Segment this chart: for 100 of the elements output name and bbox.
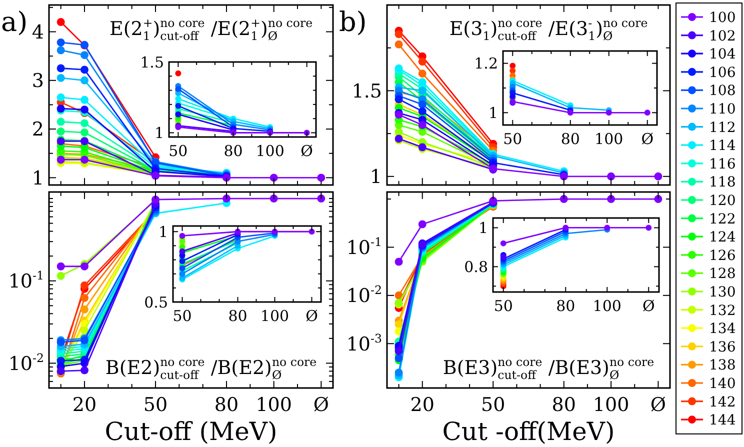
x-tick-label: 100	[592, 394, 630, 416]
point	[560, 195, 568, 204]
point	[394, 258, 403, 266]
legend-label: 108	[709, 83, 736, 100]
legend-label: 128	[709, 266, 736, 282]
text: a)	[1, 7, 28, 38]
point	[607, 172, 616, 180]
y-tick-label: 10$^{-2}$	[346, 283, 382, 308]
y-tick-label: 1	[158, 222, 168, 241]
point	[80, 128, 88, 136]
point	[175, 102, 182, 109]
x-tick-label: 50	[494, 297, 513, 315]
point	[80, 106, 88, 114]
point	[510, 68, 516, 74]
x-tick-label: 100	[592, 297, 622, 315]
point	[394, 320, 403, 328]
x-tick-label: 100	[260, 307, 290, 325]
x-axis-title: Cut-off (MeV)	[104, 417, 278, 446]
y-tick-label: 10$^{-2}$	[8, 350, 44, 375]
y-tick-label: 10$^{-1}$	[8, 268, 44, 293]
point	[175, 70, 182, 76]
point	[270, 174, 278, 182]
point	[222, 194, 230, 203]
text: b)	[339, 7, 367, 38]
point	[56, 127, 65, 136]
x-tick-label: Ø	[313, 394, 329, 416]
point	[654, 195, 662, 204]
x-tick-label: 80	[552, 394, 576, 416]
x-tick-label: 100	[594, 130, 624, 148]
legend-label: 102	[709, 28, 736, 44]
y-tick-label: 4	[32, 21, 44, 44]
point	[646, 224, 652, 231]
point	[418, 78, 426, 86]
legend-label: 100	[709, 10, 736, 26]
point	[644, 110, 650, 116]
legend-label: 114	[709, 138, 736, 154]
y-tick-label: 1.2	[474, 54, 498, 73]
y-tick-label: 10$^{-3}$	[346, 331, 382, 356]
point	[56, 272, 65, 280]
y-tick-label: 0.5	[144, 293, 168, 312]
legend-label: 118	[709, 174, 736, 191]
y-tick-label: 1.5	[352, 80, 382, 102]
point	[56, 46, 65, 54]
x-tick-label: 20	[410, 394, 434, 416]
legend-label: 126	[709, 248, 736, 264]
point	[80, 366, 88, 374]
point	[56, 93, 65, 102]
y-tick-label: 2	[32, 118, 44, 141]
point	[654, 172, 662, 180]
y-tick-label: 1	[154, 124, 164, 142]
legend-label: 144	[709, 412, 736, 429]
x-tick-label: Ø	[650, 394, 666, 416]
y-tick-label: 1.5	[140, 53, 164, 72]
y-tick-label: 1	[370, 166, 382, 188]
x-tick-label: 80	[556, 297, 576, 315]
legend-label: 134	[709, 321, 736, 338]
x-tick-label: 80	[228, 307, 248, 325]
point	[80, 51, 88, 60]
point	[394, 95, 403, 104]
legend-label: 110	[709, 102, 736, 118]
point	[567, 110, 574, 116]
x-tick-label: Ø	[306, 307, 318, 325]
x-tick-label: 50	[481, 394, 506, 416]
point	[175, 96, 182, 102]
point	[179, 265, 186, 272]
point	[56, 18, 65, 26]
point	[418, 100, 426, 108]
point	[56, 262, 65, 270]
y-tick-label: 10$^{-1}$	[346, 234, 382, 259]
point	[179, 258, 186, 264]
legend-label: 122	[709, 211, 736, 228]
x-tick-label: 50	[172, 307, 192, 325]
point	[510, 62, 516, 69]
legend-label: 124	[709, 230, 736, 246]
x-tick-label: 80	[560, 130, 580, 148]
point	[418, 58, 426, 66]
legend-label: 116	[709, 156, 736, 172]
legend-label: 142	[709, 394, 736, 410]
x-tick-label: 100	[256, 394, 292, 416]
x-tick-label: 100	[256, 142, 284, 160]
point	[317, 174, 326, 182]
legend-label: 138	[709, 358, 736, 374]
point	[394, 30, 403, 38]
point	[56, 74, 65, 82]
x-tick-label: 50	[143, 394, 168, 416]
point	[418, 107, 426, 116]
point	[80, 76, 88, 84]
point	[394, 40, 403, 48]
x-axis-title: Cut -off(MeV)	[442, 417, 615, 446]
y-tick-label: 3	[32, 70, 44, 92]
point	[179, 238, 186, 244]
legend-label: 104	[709, 46, 736, 63]
x-tick-label: 80	[214, 394, 239, 416]
legend-label: 106	[709, 64, 736, 81]
y-tick-label: 1	[32, 167, 44, 190]
point	[394, 291, 403, 300]
x-tick-label: Ø	[300, 142, 313, 160]
x-tick-label: 20	[72, 394, 97, 416]
point	[418, 70, 426, 78]
x-tick-label: 80	[224, 142, 243, 160]
